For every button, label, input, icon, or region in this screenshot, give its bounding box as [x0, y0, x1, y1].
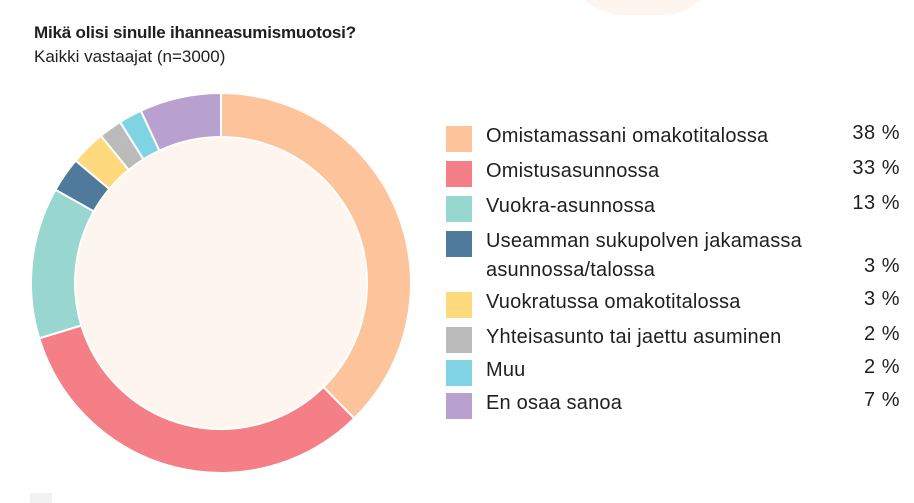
- legend-item: Vuokra-asunnossa 13 %: [446, 192, 906, 222]
- legend-item: En osaa sanoa 7 %: [446, 389, 906, 419]
- legend-item: Useamman sukupolven jakamassa asunnossa/…: [446, 227, 906, 285]
- legend-label: En osaa sanoa: [486, 392, 623, 414]
- legend-item: Omistusasunnossa 33 %: [446, 157, 906, 187]
- legend-label: Omistamassani omakotitalossa: [486, 125, 769, 147]
- chart-header: Mikä olisi sinulle ihanneasumismuotosi? …: [34, 21, 356, 69]
- legend-swatch: [446, 292, 472, 318]
- legend-value: 3 %: [864, 255, 900, 277]
- chart-title: Mikä olisi sinulle ihanneasumismuotosi?: [34, 23, 356, 42]
- donut-slice-8: [139, 91, 222, 152]
- legend-label: Muu: [486, 359, 526, 381]
- legend-label: Useamman sukupolven jakamassa asunnossa/…: [486, 230, 802, 281]
- decorative-shape: [568, 0, 718, 15]
- legend-item: Yhteisasunto tai jaettu asuminen 2 %: [446, 323, 906, 353]
- legend-value: 7 %: [864, 389, 900, 411]
- legend-value: 13 %: [852, 192, 900, 214]
- legend-label: Yhteisasunto tai jaettu asuminen: [486, 326, 782, 348]
- legend-item: Vuokratussa omakotitalossa 3 %: [446, 288, 906, 318]
- legend-item: Omistamassani omakotitalossa 38 %: [446, 122, 906, 152]
- donut-slice-1: [220, 91, 412, 420]
- donut-center: [75, 137, 367, 429]
- footer-mark: [30, 493, 52, 503]
- legend-value: 38 %: [852, 122, 900, 144]
- legend-swatch: [446, 327, 472, 353]
- legend-swatch: [446, 393, 472, 419]
- legend-value: 33 %: [852, 157, 900, 179]
- legend-swatch: [446, 161, 472, 187]
- legend-swatch: [446, 126, 472, 152]
- legend-swatch: [446, 231, 472, 257]
- legend-value: 2 %: [864, 323, 900, 345]
- legend-swatch: [446, 360, 472, 386]
- legend-label: Vuokratussa omakotitalossa: [486, 291, 741, 313]
- legend-item: Muu 2 %: [446, 356, 906, 386]
- legend-label: Omistusasunnossa: [486, 160, 660, 182]
- donut-chart: [30, 91, 412, 474]
- legend-value: 2 %: [864, 356, 900, 378]
- legend-swatch: [446, 196, 472, 222]
- chart-legend: Omistamassani omakotitalossa 38 % Omistusa…: [446, 122, 906, 419]
- legend-label: Vuokra-asunnossa: [486, 195, 656, 217]
- legend-value: 3 %: [864, 288, 900, 310]
- chart-subtitle: Kaikki vastaajat (n=3000): [34, 47, 226, 66]
